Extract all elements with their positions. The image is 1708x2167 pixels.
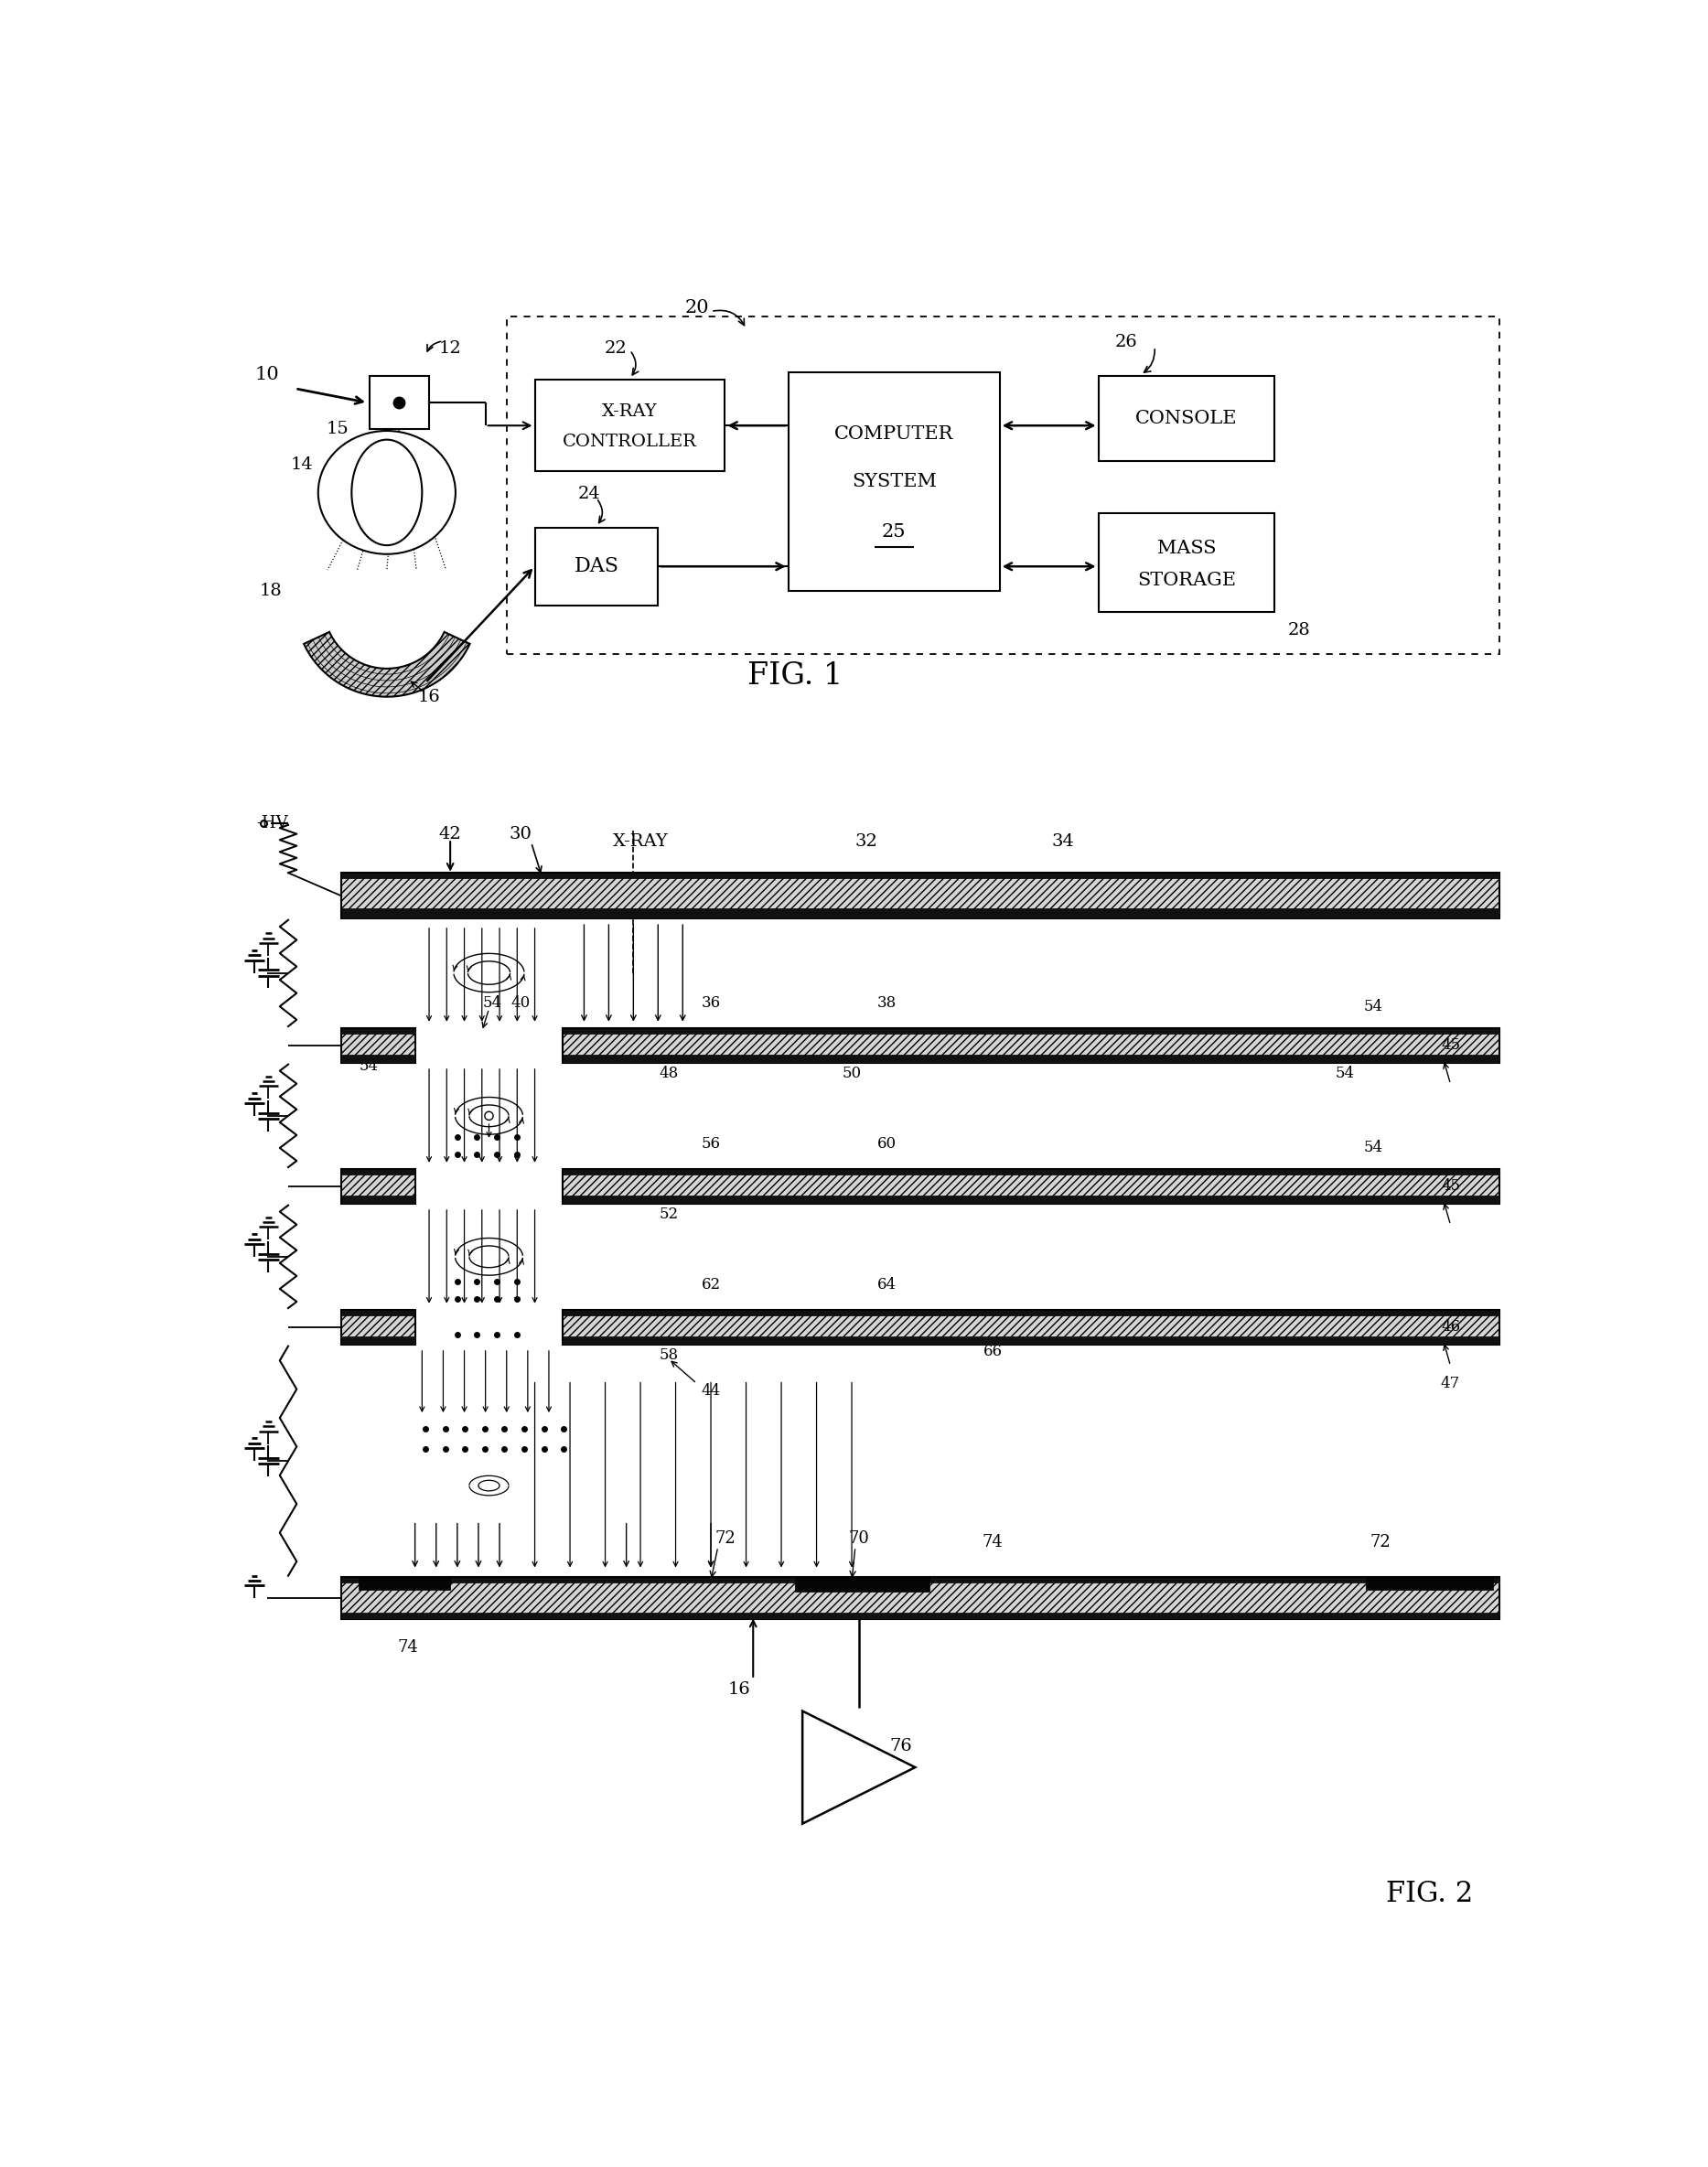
Text: 30: 30 [509,826,533,843]
Bar [342,908,1500,919]
Text: FIG. 1: FIG. 1 [748,661,844,691]
Text: 48: 48 [659,1066,678,1081]
Bar [342,1578,1500,1582]
Bar [564,1309,1500,1346]
Text: 76: 76 [890,1738,912,1755]
Bar [535,379,724,472]
Text: 26: 26 [1115,334,1138,351]
Text: 20: 20 [685,299,709,316]
Text: 54: 54 [360,1060,379,1075]
Bar [564,1168,1500,1175]
Text: STORAGE: STORAGE [1138,572,1237,589]
Bar [342,1055,415,1064]
Bar [564,1027,1500,1034]
Ellipse shape [318,431,456,555]
Text: 32: 32 [854,832,878,849]
Text: 46: 46 [1442,1320,1460,1335]
Text: 74: 74 [982,1534,1003,1549]
Text: MASS: MASS [1156,540,1216,557]
Bar [507,316,1500,654]
Text: 72: 72 [714,1530,736,1547]
Text: 34: 34 [1052,832,1074,849]
Text: 16: 16 [418,689,441,704]
Text: X-RAY: X-RAY [613,832,668,849]
Text: 12: 12 [439,340,461,355]
Text: 16: 16 [728,1682,750,1699]
Text: 66: 66 [984,1344,1003,1359]
Text: 74: 74 [398,1640,418,1656]
Text: 40: 40 [511,995,531,1010]
Bar [342,1027,415,1064]
Text: 54: 54 [1336,1066,1354,1081]
Text: DAS: DAS [574,557,618,576]
Text: 25: 25 [881,524,907,542]
Text: FIG. 2: FIG. 2 [1385,1881,1472,1909]
Text: 72: 72 [1370,1534,1390,1549]
Text: 54: 54 [483,995,502,1010]
Text: 42: 42 [439,826,461,843]
Bar [342,1168,415,1175]
Text: 14: 14 [290,455,314,472]
Text: 45: 45 [1442,1038,1460,1053]
Bar [796,1578,929,1591]
Bar [564,1196,1500,1205]
Bar [564,1309,1500,1315]
Text: 56: 56 [702,1136,721,1153]
Bar [342,1578,1500,1619]
Bar [342,1612,1500,1619]
Bar [342,1196,415,1205]
Bar [342,1309,415,1346]
Bar [342,1168,415,1205]
Bar [564,1168,1500,1205]
Polygon shape [304,633,470,698]
Bar [369,377,429,429]
Text: 28: 28 [1288,622,1310,637]
Text: 58: 58 [659,1348,678,1363]
Text: CONSOLE: CONSOLE [1136,410,1237,427]
Bar [342,1337,415,1346]
Text: 70: 70 [849,1530,869,1547]
Text: 10: 10 [254,366,280,384]
Text: 44: 44 [702,1383,721,1398]
Bar [1098,514,1274,613]
Text: 36: 36 [702,995,721,1010]
Polygon shape [803,1712,915,1825]
Bar [789,373,999,592]
Text: CONTROLLER: CONTROLLER [562,433,697,451]
Bar [342,873,1500,878]
Bar [342,1309,415,1315]
Bar [1366,1578,1493,1591]
Text: 24: 24 [577,485,601,503]
Text: 45: 45 [1442,1179,1460,1194]
Ellipse shape [352,440,422,546]
Bar [535,529,658,605]
Circle shape [485,1112,494,1120]
Text: SYSTEM: SYSTEM [852,472,936,490]
Text: 62: 62 [702,1276,721,1294]
Text: 64: 64 [878,1276,897,1294]
Text: 52: 52 [659,1207,678,1222]
Text: 47: 47 [1442,1376,1460,1391]
Text: 38: 38 [878,995,897,1010]
Text: COMPUTER: COMPUTER [835,425,953,442]
Bar [342,1027,415,1034]
Bar [342,873,1500,919]
Text: 22: 22 [605,340,627,355]
Text: 15: 15 [326,420,348,438]
Text: -HV: -HV [256,815,289,832]
Bar [564,1027,1500,1064]
Text: 60: 60 [878,1136,897,1153]
Text: 50: 50 [842,1066,861,1081]
Text: 18: 18 [260,583,282,600]
Text: X-RAY: X-RAY [603,403,658,420]
Bar [564,1055,1500,1064]
Bar [359,1578,451,1591]
Text: 54: 54 [1363,1140,1383,1155]
Text: 54: 54 [1363,999,1383,1014]
Bar [1098,377,1274,462]
Bar [564,1337,1500,1346]
